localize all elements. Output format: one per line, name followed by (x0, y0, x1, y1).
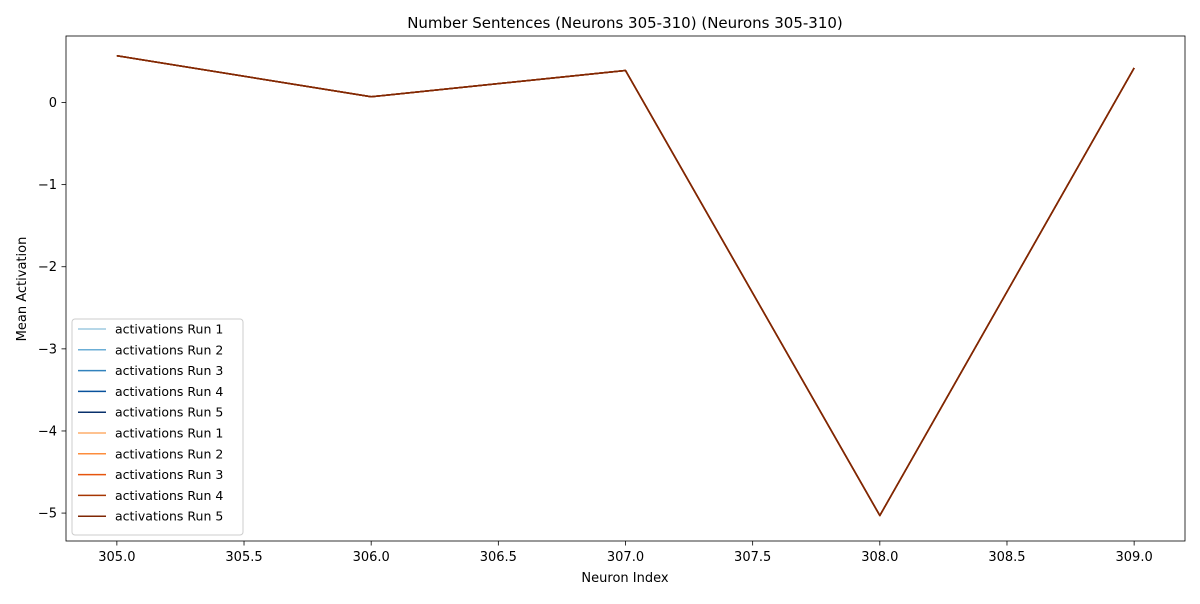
plot-area (65, 35, 1186, 542)
y-tick-label: −2 (38, 260, 57, 275)
chart-title: Number Sentences (Neurons 305-310) (Neur… (407, 14, 843, 32)
x-tick-label: 305.5 (225, 550, 262, 565)
legend-entry-label: activations Run 5 (115, 405, 223, 420)
y-axis: 0 −1 −2 −3 −4 −5 (38, 96, 66, 522)
y-tick-label: −4 (38, 424, 57, 439)
legend-entry-label: activations Run 2 (115, 342, 223, 357)
x-axis: 305.0 305.5 306.0 306.5 307.0 307.5 308.0 308.5… (98, 541, 1153, 565)
y-axis-label: Mean Activation (15, 237, 30, 342)
legend-entry-label: activations Run 1 (115, 322, 223, 337)
legend-entry-label: activations Run 3 (115, 467, 223, 482)
series-line-10 (116, 54, 1135, 517)
y-tick-label: −5 (38, 507, 57, 522)
x-tick-label: 309.0 (1116, 550, 1153, 565)
x-tick-label: 307.5 (734, 550, 771, 565)
legend-entry-label: activations Run 3 (115, 363, 223, 378)
legend-entry-label: activations Run 4 (115, 384, 223, 399)
x-tick-label: 307.0 (607, 550, 644, 565)
y-tick-label: 0 (49, 96, 57, 111)
legend-entry-label: activations Run 1 (115, 426, 223, 441)
y-tick-label: −1 (38, 178, 57, 193)
x-tick-label: 308.5 (988, 550, 1025, 565)
legend: activations Run 1 activations Run 2 activa… (71, 318, 244, 536)
legend-entry-label: activations Run 2 (115, 446, 223, 461)
x-axis-label: Neuron Index (581, 571, 668, 586)
x-tick-label: 306.0 (353, 550, 390, 565)
x-tick-label: 308.0 (861, 550, 898, 565)
legend-entry-label: activations Run 5 (115, 509, 223, 524)
x-tick-label: 305.0 (98, 550, 135, 565)
legend-entry-label: activations Run 4 (115, 488, 223, 503)
x-tick-label: 306.5 (480, 550, 517, 565)
legend-box (71, 318, 244, 536)
y-tick-label: −3 (38, 342, 57, 357)
